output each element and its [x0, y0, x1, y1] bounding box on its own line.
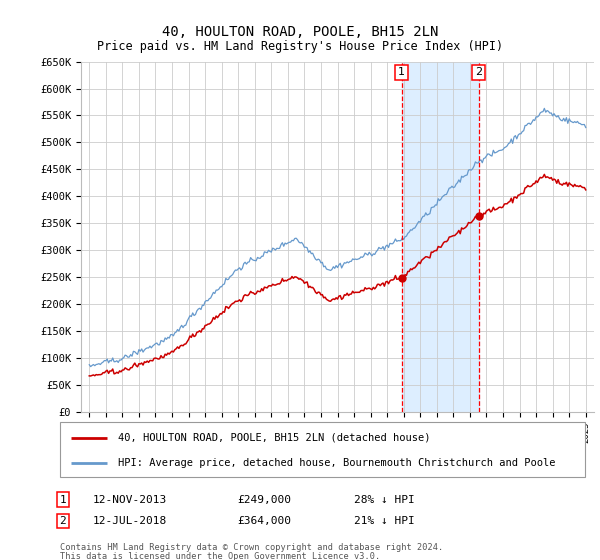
Text: £249,000: £249,000: [237, 494, 291, 505]
FancyBboxPatch shape: [60, 422, 585, 477]
Text: This data is licensed under the Open Government Licence v3.0.: This data is licensed under the Open Gov…: [60, 552, 380, 560]
Text: 2: 2: [475, 67, 482, 77]
Text: 1: 1: [59, 494, 67, 505]
Text: Contains HM Land Registry data © Crown copyright and database right 2024.: Contains HM Land Registry data © Crown c…: [60, 543, 443, 552]
Text: 12-JUL-2018: 12-JUL-2018: [93, 516, 167, 526]
Text: 1: 1: [398, 67, 405, 77]
Text: 40, HOULTON ROAD, POOLE, BH15 2LN: 40, HOULTON ROAD, POOLE, BH15 2LN: [162, 25, 438, 39]
Text: 12-NOV-2013: 12-NOV-2013: [93, 494, 167, 505]
Text: £364,000: £364,000: [237, 516, 291, 526]
Text: 40, HOULTON ROAD, POOLE, BH15 2LN (detached house): 40, HOULTON ROAD, POOLE, BH15 2LN (detac…: [118, 433, 430, 442]
Text: HPI: Average price, detached house, Bournemouth Christchurch and Poole: HPI: Average price, detached house, Bour…: [118, 459, 555, 468]
Text: 21% ↓ HPI: 21% ↓ HPI: [354, 516, 415, 526]
Text: Price paid vs. HM Land Registry's House Price Index (HPI): Price paid vs. HM Land Registry's House …: [97, 40, 503, 53]
Text: 2: 2: [59, 516, 67, 526]
Text: 28% ↓ HPI: 28% ↓ HPI: [354, 494, 415, 505]
Bar: [401, 62, 479, 412]
